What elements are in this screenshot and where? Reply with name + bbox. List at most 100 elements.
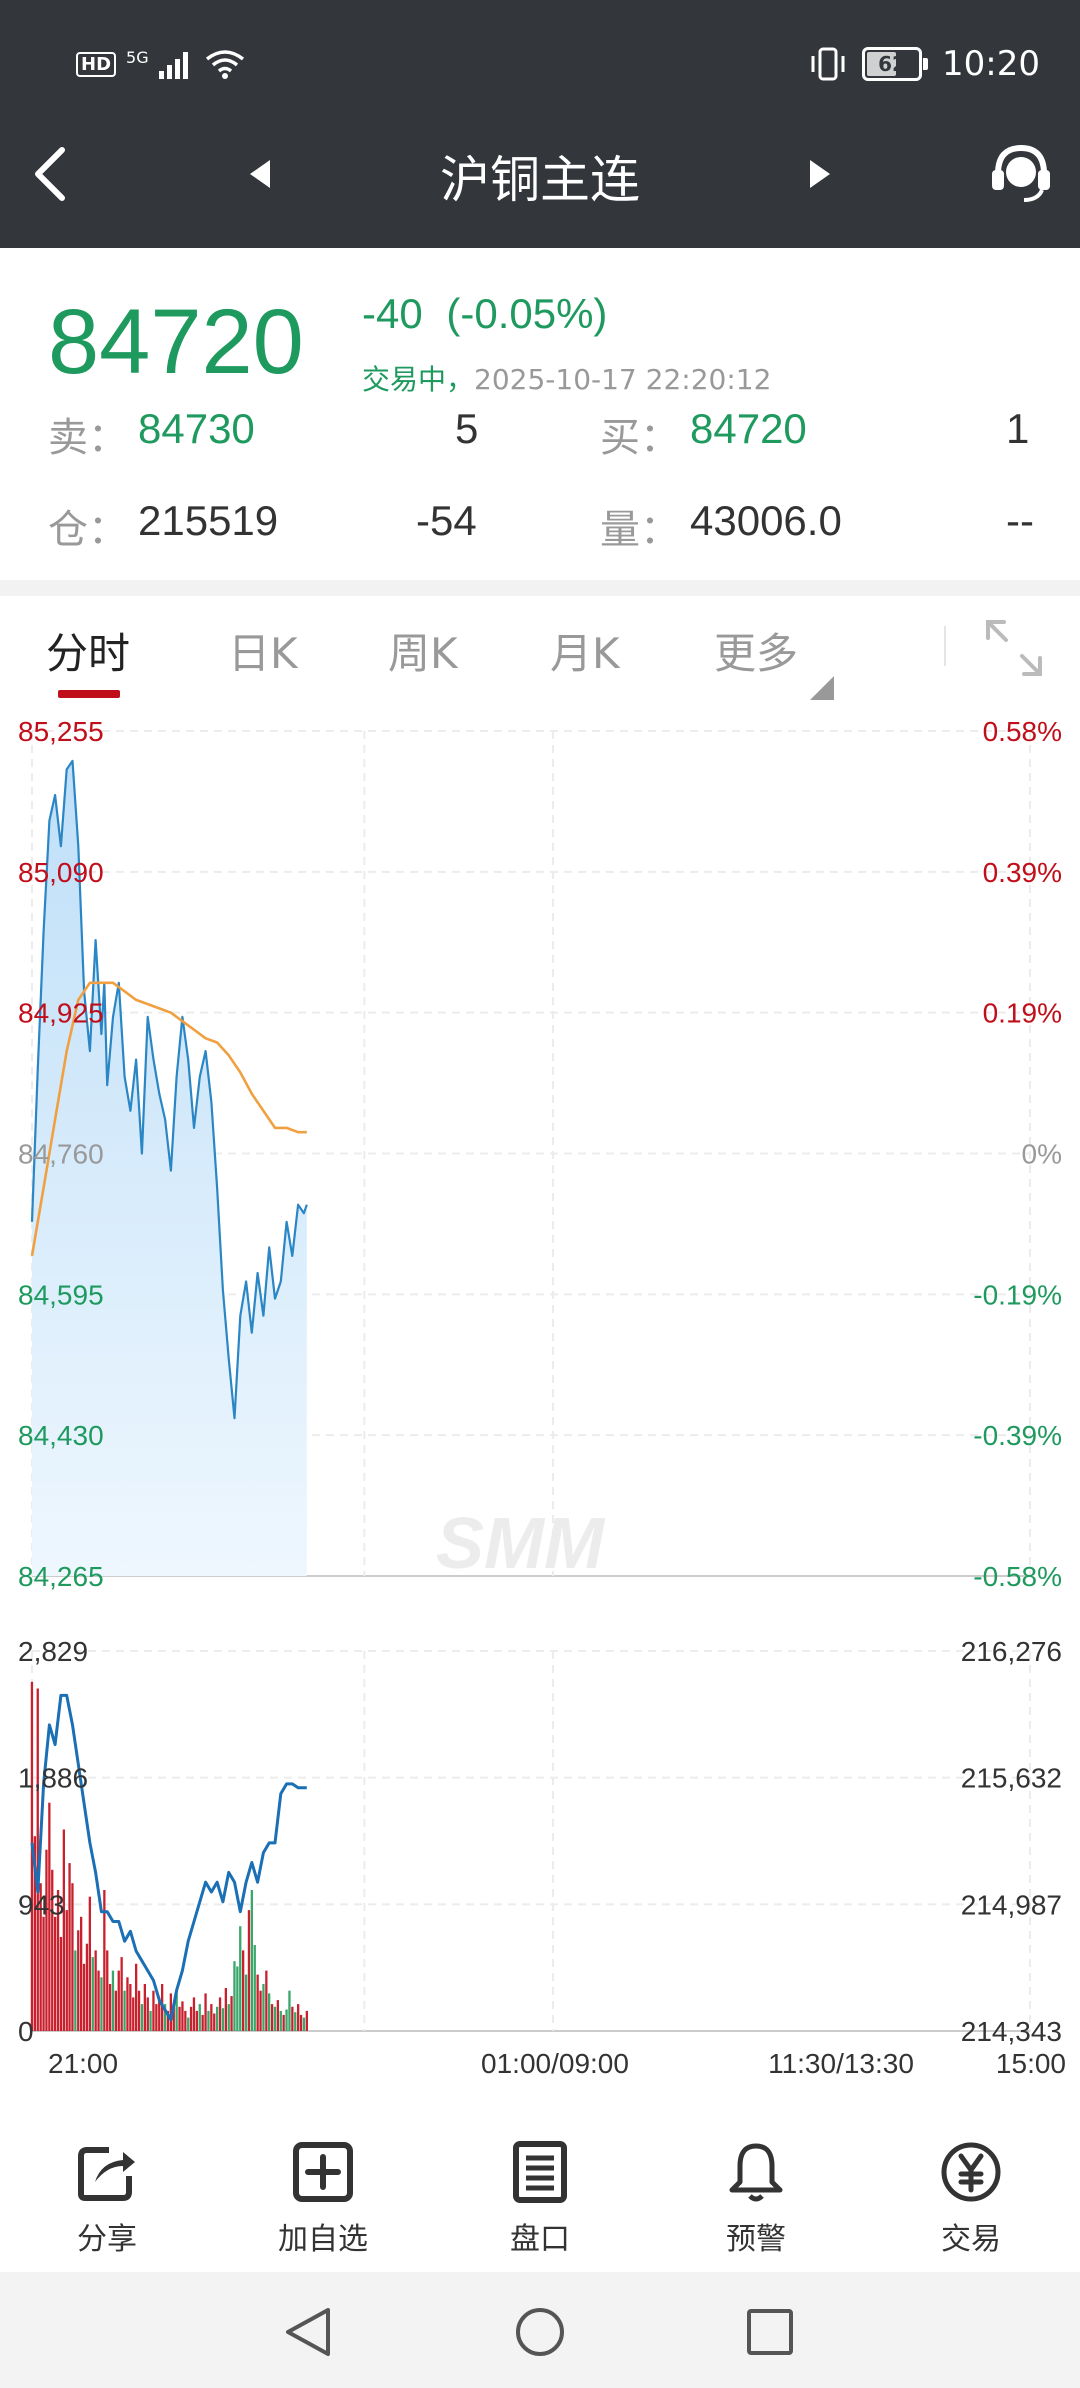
volume-bar — [85, 1943, 89, 2031]
volume-bar — [299, 2014, 303, 2031]
page-title: 沪铜主连 — [440, 151, 640, 209]
tab-divider — [944, 626, 946, 666]
volume-bar — [218, 1997, 222, 2031]
status-bar-right: 62 10:20 — [808, 40, 1040, 88]
percent-tick-label: -0.39% — [973, 1420, 1062, 1451]
yen-icon — [941, 2142, 1001, 2202]
volume-bar — [285, 2009, 288, 2031]
back-icon[interactable] — [30, 146, 70, 202]
volume-bar — [117, 1970, 120, 2031]
open-interest-tick-label: 214,987 — [961, 1889, 1062, 1920]
volume-bar — [129, 1984, 132, 2031]
volume-bar — [172, 2004, 175, 2031]
open-interest-tick-label: 214,343 — [961, 2016, 1062, 2047]
volume-bar — [62, 1829, 65, 2031]
volume-bar — [108, 1984, 112, 2031]
volume-bar — [224, 1988, 227, 2031]
share-icon — [78, 2147, 135, 2201]
percent-tick-label: 0.39% — [983, 857, 1062, 888]
price-change: -40 (-0.05%) — [362, 290, 607, 338]
volume-bar — [268, 1993, 271, 2031]
tab-intraday[interactable]: 分时 — [46, 629, 131, 678]
nav-home-icon[interactable] — [514, 2306, 566, 2358]
volume-bar — [152, 1990, 155, 2031]
price-layer — [30, 759, 308, 1576]
volume-bar — [216, 2006, 219, 2031]
volume-bar — [135, 1963, 138, 2031]
trade-label: 交易 — [941, 2222, 1001, 2257]
status-text: 交易中， — [362, 363, 475, 396]
volume-bar — [259, 1990, 262, 2031]
intraday-chart[interactable]: SMM 85,255 0.58% 85,090 0.39% 84,925 0.19% 84,… — [0, 700, 1080, 2080]
price-tick-label: 84,430 — [18, 1420, 104, 1451]
order-book-button[interactable]: 盘口 — [465, 2140, 615, 2258]
volume-bar — [39, 1883, 42, 2031]
sell-price: 84730 — [138, 405, 255, 452]
network-label: 5G — [126, 47, 149, 67]
signal-icon — [158, 52, 188, 79]
volume-bar — [59, 1937, 63, 2031]
sell-volume: 5 — [455, 405, 479, 452]
alert-button[interactable]: 预警 — [681, 2140, 831, 2258]
customer-service-icon[interactable] — [988, 140, 1054, 206]
volume-tick-label: 943 — [18, 1889, 65, 1920]
percent-tick-label: 0.19% — [983, 998, 1062, 1029]
open-interest-tick-label: 215,632 — [961, 1763, 1062, 1794]
add-watchlist-button[interactable]: 加自选 — [248, 2140, 398, 2258]
volume-bar — [155, 2004, 158, 2031]
nav-back-icon[interactable] — [284, 2306, 332, 2358]
wifi-icon — [205, 50, 244, 79]
volume-bar — [30, 1681, 34, 2031]
more-dropdown-icon[interactable] — [810, 676, 834, 700]
tab-daily-k[interactable]: 日K — [228, 629, 298, 678]
volume-bar — [239, 1926, 242, 2031]
volume-bar — [253, 1945, 256, 2031]
volume-bar — [126, 1977, 129, 2031]
percent-tick-label: 0.58% — [983, 716, 1062, 747]
price-tick-label: 84,760 — [18, 1139, 104, 1170]
price-tick-label: 84,595 — [18, 1279, 104, 1310]
trade-button[interactable]: 交易 — [896, 2140, 1046, 2258]
volume-bar — [305, 2010, 308, 2031]
tab-weekly-k[interactable]: 周K — [388, 629, 458, 678]
open-interest-label: 仓： — [48, 507, 128, 553]
tab-monthly-k[interactable]: 月K — [550, 629, 620, 678]
prev-contract-icon[interactable] — [250, 160, 272, 188]
volume-bar — [210, 2004, 213, 2031]
share-label: 分享 — [77, 2222, 137, 2257]
quote-timestamp: 2025-10-17 22:20:12 — [474, 363, 772, 396]
volume-bar — [158, 1997, 161, 2031]
next-contract-icon[interactable] — [808, 160, 830, 188]
volume-bar — [80, 1916, 83, 2031]
fullscreen-icon[interactable] — [982, 616, 1046, 680]
nav-recents-icon[interactable] — [746, 2308, 794, 2356]
app-header: HD 5G 62 10:20 沪铜主连 — [0, 0, 1080, 248]
time-tick-label: 15:00 — [996, 2048, 1066, 2079]
price-tick-label: 84,265 — [18, 1561, 104, 1592]
change-percent: (-0.05%) — [446, 290, 608, 337]
section-divider — [0, 580, 1080, 596]
volume-bar — [94, 1950, 97, 2031]
volume-bar — [54, 1916, 57, 2031]
status-bar-left: HD 5G — [76, 44, 245, 84]
alert-label: 预警 — [726, 2222, 786, 2257]
open-interest-tick-label: 216,276 — [961, 1636, 1062, 1667]
volume-bar — [242, 1950, 245, 2031]
volume-bar — [230, 1996, 233, 2031]
volume-bar — [198, 2004, 201, 2031]
tab-more[interactable]: 更多 — [714, 629, 799, 678]
share-button[interactable]: 分享 — [32, 2140, 182, 2258]
volume-bar — [247, 1910, 251, 2031]
volume-bar — [56, 1890, 60, 2031]
volume-bar — [288, 1990, 291, 2031]
volume-bar — [123, 1990, 126, 2031]
percent-tick-label: -0.58% — [973, 1561, 1062, 1592]
volume-bar — [262, 1984, 265, 2031]
volume-bar — [181, 2001, 184, 2031]
price-line — [30, 759, 308, 1420]
volume-bar — [71, 1883, 74, 2031]
battery-level: 62 — [878, 52, 906, 76]
volume-tick-label: 1,886 — [18, 1763, 88, 1794]
volume-bar — [227, 2004, 230, 2031]
percent-tick-label: 0% — [1022, 1139, 1062, 1170]
